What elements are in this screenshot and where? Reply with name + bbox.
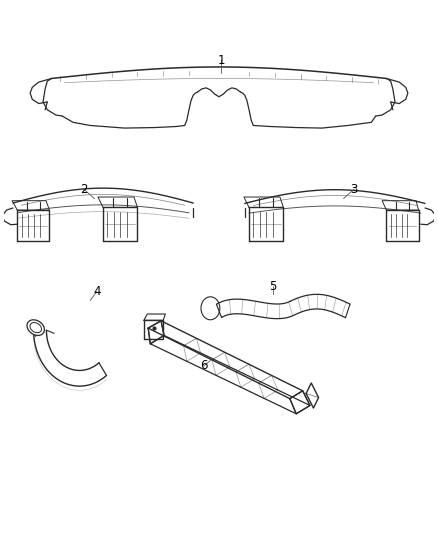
Text: 5: 5 bbox=[269, 280, 276, 293]
Ellipse shape bbox=[27, 320, 44, 335]
Text: 6: 6 bbox=[200, 359, 208, 372]
Text: 4: 4 bbox=[93, 285, 100, 298]
Text: 3: 3 bbox=[350, 183, 358, 196]
Text: 1: 1 bbox=[217, 54, 225, 67]
Text: 2: 2 bbox=[80, 183, 88, 196]
